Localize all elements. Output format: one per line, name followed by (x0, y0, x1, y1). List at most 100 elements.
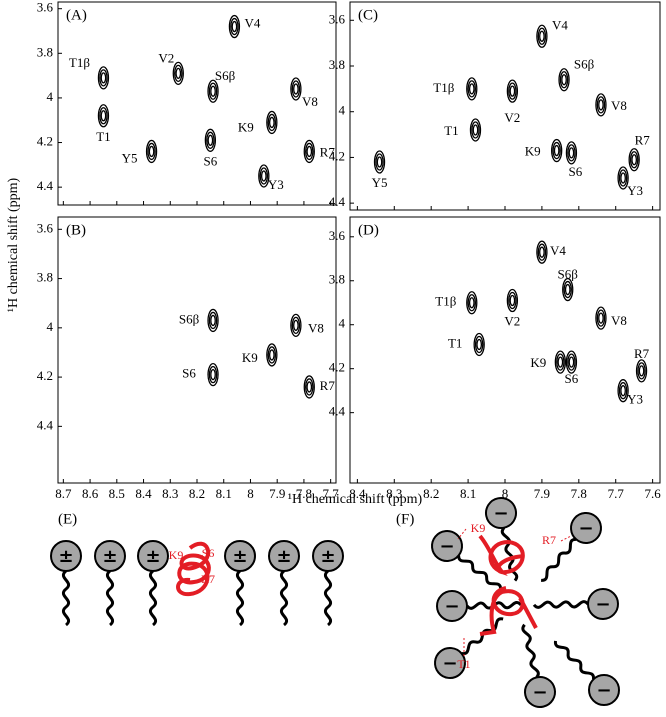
peak-label: T1β (69, 55, 90, 70)
x-tick-label: 8.4 (349, 486, 366, 501)
y-tick-label: 4 (47, 319, 54, 334)
peak-label: T1 (448, 335, 462, 350)
lipid-tail (532, 600, 590, 609)
lipid (312, 540, 344, 627)
peak (628, 148, 640, 172)
plot-frame (349, 216, 661, 484)
contour (231, 20, 238, 33)
contour (375, 153, 384, 171)
peak-label: T1β (433, 80, 454, 95)
contour (174, 64, 183, 83)
contour (508, 82, 517, 100)
contour (618, 169, 628, 187)
peak (97, 66, 110, 90)
contour (553, 144, 560, 157)
residue-label: R7 (201, 572, 215, 586)
head-charge: ± (145, 546, 160, 567)
peak (266, 343, 278, 367)
contour (99, 107, 108, 125)
contour (596, 96, 606, 114)
peak-label: Y5 (372, 175, 388, 190)
y-tick-label: 3.6 (329, 228, 346, 243)
contour (147, 142, 156, 161)
residue-label: K9 (471, 521, 486, 535)
peak (469, 118, 482, 142)
contour (207, 308, 219, 333)
contour (210, 368, 216, 381)
head-charge: − (442, 653, 457, 674)
plot-frame (57, 216, 337, 484)
contour (267, 346, 277, 364)
lipid-head (434, 647, 466, 679)
contour (266, 343, 278, 367)
lipid-tail (105, 569, 115, 627)
peak-label: K9 (238, 119, 254, 134)
contour (210, 85, 216, 97)
peak-label: R7 (634, 346, 650, 361)
x-tick-label: 7.7 (323, 486, 340, 501)
panel-title: (A) (66, 7, 87, 23)
head-charge: − (493, 503, 508, 524)
y-tick-label: 3.6 (37, 220, 54, 235)
contour (568, 356, 575, 368)
residue-label: K9 (169, 548, 184, 562)
lipid-head (524, 676, 556, 708)
contour (266, 110, 278, 135)
peak (303, 139, 315, 164)
lipid (553, 640, 620, 706)
contour (305, 142, 314, 161)
lipid (224, 540, 256, 627)
peak (290, 313, 302, 338)
x-tick-label: 8.5 (109, 486, 125, 501)
contour (554, 350, 567, 374)
contour (148, 145, 155, 158)
peak (551, 138, 563, 163)
lipid-tail (461, 617, 504, 656)
peak-label: S6β (179, 311, 200, 326)
x-tick-label: 7.8 (571, 486, 587, 501)
contour (556, 353, 565, 371)
head-charge: − (578, 518, 593, 539)
peak (207, 362, 219, 387)
peak (506, 288, 519, 313)
peak (207, 308, 219, 333)
head-charge: ± (58, 546, 73, 567)
contour (290, 313, 302, 338)
peak (466, 77, 478, 101)
contour (537, 243, 547, 261)
peak (97, 104, 110, 128)
lipid (268, 540, 300, 627)
contour (100, 110, 107, 122)
peak-label: R7 (635, 133, 651, 148)
peak-label: T1 (96, 129, 110, 144)
peak (617, 166, 629, 190)
contour (230, 17, 239, 36)
peak (536, 24, 548, 48)
contour (172, 61, 184, 86)
contour (268, 116, 275, 129)
peak (258, 164, 270, 188)
y-tick-label: 4 (339, 103, 346, 118)
contour (537, 27, 547, 45)
lipid (94, 540, 126, 627)
peak (373, 150, 386, 174)
x-tick-label: 7.8 (296, 486, 312, 501)
contour (552, 141, 561, 160)
peak-label: S6β (558, 267, 579, 282)
contour (595, 306, 607, 330)
contour (565, 141, 578, 165)
lipid-head (431, 530, 463, 562)
contour (207, 134, 214, 146)
lipid-tail (553, 640, 595, 680)
peak (595, 93, 607, 117)
contour (618, 382, 628, 400)
lipid-head (312, 540, 344, 572)
residue-label: T1 (457, 657, 470, 671)
contour (258, 164, 270, 188)
lipid-head (587, 588, 619, 620)
y-axis-label: ¹H chemical shift (ppm) (6, 177, 21, 312)
peak (506, 79, 519, 103)
contour (376, 156, 383, 168)
contour (466, 77, 478, 101)
